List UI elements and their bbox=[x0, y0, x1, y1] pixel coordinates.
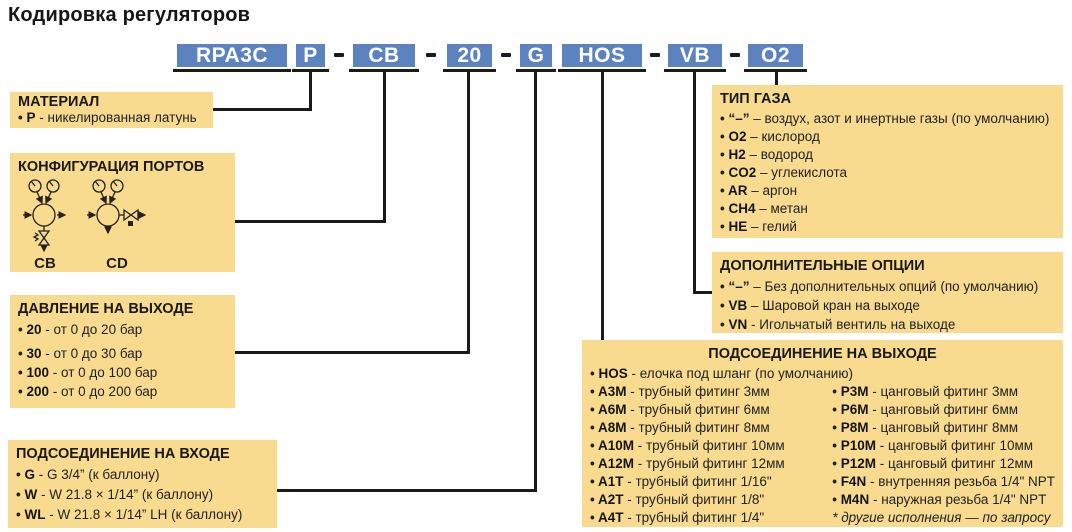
connector-line-material bbox=[213, 108, 312, 111]
connector-line-options bbox=[693, 71, 696, 293]
port-diagrams: CB CD bbox=[18, 178, 227, 272]
list-item: P - никелированная латунь bbox=[18, 110, 205, 126]
list-item: 30 - от 0 до 30 бар bbox=[18, 344, 227, 363]
list-item: A12M - трубный фитинг 12мм bbox=[590, 455, 832, 473]
list-item: W - W 21.8 × 1/14” (к баллону) bbox=[16, 485, 269, 505]
code-segment-inlet: G bbox=[516, 44, 556, 72]
pressure-box-title: ДАВЛЕНИЕ НА ВЫХОДЕ bbox=[18, 301, 194, 317]
code-segment-ports: CB bbox=[349, 44, 419, 72]
connector-line-ports bbox=[235, 220, 386, 223]
connector-line-inlet bbox=[277, 489, 537, 492]
list-item: VB – Шаровой кран на выходе bbox=[720, 296, 1055, 315]
options-box-title: ДОПОЛНИТЕЛЬНЫЕ ОПЦИИ bbox=[720, 258, 925, 274]
port-variant-cd: CD bbox=[86, 178, 148, 272]
gas-type-box: ТИП ГАЗА “–” – воздух, азот и инертные г… bbox=[712, 85, 1063, 238]
port-variant-label: CB bbox=[34, 255, 56, 272]
code-separator-dash bbox=[334, 53, 344, 57]
list-item: CH4 – метан bbox=[720, 200, 1055, 218]
port-variant-label: CD bbox=[106, 255, 128, 272]
outlet-left-item-list: A3M - трубный фитинг 3ммA6M - трубный фи… bbox=[590, 383, 832, 527]
list-item: 20 - от 0 до 20 бар bbox=[18, 320, 227, 339]
outlet-box-title: ПОДСОЕДИНЕНИЕ НА ВЫХОДЕ bbox=[708, 346, 937, 362]
port-variant-cb: CB bbox=[22, 178, 68, 272]
list-item: “–” – воздух, азот и инертные газы (по у… bbox=[720, 110, 1055, 128]
list-item: A3M - трубный фитинг 3мм bbox=[590, 383, 832, 401]
list-item: P3M - цанговый фитинг 3мм bbox=[832, 383, 1055, 401]
connector-line-gas bbox=[775, 71, 778, 87]
material-item-list: P - никелированная латунь bbox=[18, 110, 205, 126]
list-item: “–” – Без дополнительных опций (по умолч… bbox=[720, 277, 1055, 296]
outlet-columns: A3M - трубный фитинг 3ммA6M - трубный фи… bbox=[590, 383, 1055, 527]
outlet-box: ПОДСОЕДИНЕНИЕ НА ВЫХОДЕ HOS - елочка под… bbox=[582, 340, 1063, 527]
code-segment-outlet: HOS bbox=[558, 44, 646, 72]
list-item: WL - W 21.8 × 1/14” LH (к баллону) bbox=[16, 505, 269, 525]
list-item: O2 – кислород bbox=[720, 128, 1055, 146]
code-segment-material: P bbox=[292, 44, 329, 72]
list-item: H2 – водород bbox=[720, 146, 1055, 164]
list-item: 100 - от 0 до 100 бар bbox=[18, 363, 227, 382]
pressure-box: ДАВЛЕНИЕ НА ВЫХОДЕ 20 - от 0 до 20 бар 30… bbox=[10, 295, 235, 408]
list-item: VN - Игольчатый вентиль на выходе bbox=[720, 315, 1055, 334]
code-separator-dash bbox=[501, 53, 511, 57]
outlet-default-item: HOS - елочка под шланг (по умолчанию) bbox=[590, 365, 1055, 383]
list-item: P8M - цанговый фитинг 8мм bbox=[832, 419, 1055, 437]
list-item: M4N - наружная резьба 1/4" NPT bbox=[832, 491, 1055, 509]
outlet-right-item-list: P3M - цанговый фитинг 3ммP6M - цанговый … bbox=[832, 383, 1055, 509]
gas-type-box-title: ТИП ГАЗА bbox=[720, 91, 792, 107]
list-item: P6M - цанговый фитинг 6мм bbox=[832, 401, 1055, 419]
cb-port-schematic-icon bbox=[23, 179, 67, 253]
material-box-title: МАТЕРИАЛ bbox=[18, 94, 100, 110]
list-item: P12M - цанговый фитинг 12мм bbox=[832, 455, 1055, 473]
code-separator-dash bbox=[426, 53, 436, 57]
material-box: МАТЕРИАЛ P - никелированная латунь bbox=[10, 92, 213, 128]
page-title: Кодировка регуляторов bbox=[8, 4, 251, 26]
connector-line-material bbox=[309, 71, 312, 110]
list-item: CO2 – углекислота bbox=[720, 164, 1055, 182]
list-item: 200 - от 0 до 200 бар bbox=[18, 382, 227, 401]
ports-box-title: КОНФИГУРАЦИЯ ПОРТОВ bbox=[18, 159, 205, 175]
connector-line-options bbox=[693, 291, 714, 294]
connector-line-inlet bbox=[534, 71, 537, 491]
options-box: ДОПОЛНИТЕЛЬНЫЕ ОПЦИИ “–” – Без дополните… bbox=[712, 252, 1063, 333]
list-item: A2T - трубный фитинг 1/8" bbox=[590, 491, 832, 509]
inlet-box-title: ПОДСОЕДИНЕНИЕ НА ВХОДЕ bbox=[16, 446, 230, 462]
connector-line-outlet bbox=[601, 71, 604, 342]
outlet-footnote: * другие исполнения — по запросу bbox=[832, 510, 1051, 525]
inlet-item-list: G - G 3/4” (к баллону)W - W 21.8 × 1/14”… bbox=[16, 465, 269, 525]
list-item: A6M - трубный фитинг 6мм bbox=[590, 401, 832, 419]
cd-port-schematic-icon bbox=[87, 179, 147, 235]
options-item-list: “–” – Без дополнительных опций (по умолч… bbox=[720, 277, 1055, 334]
list-item: A8M - трубный фитинг 8мм bbox=[590, 419, 832, 437]
list-item: F4N - внутренняя резьба 1/4" NPT bbox=[832, 473, 1055, 491]
code-separator-dash bbox=[730, 53, 740, 57]
list-item: HE – гелий bbox=[720, 218, 1055, 236]
connector-line-ports bbox=[383, 71, 386, 222]
inlet-box: ПОДСОЕДИНЕНИЕ НА ВХОДЕ G - G 3/4” (к бал… bbox=[8, 440, 277, 528]
list-item: G - G 3/4” (к баллону) bbox=[16, 465, 269, 485]
gas-item-list: “–” – воздух, азот и инертные газы (по у… bbox=[720, 110, 1055, 236]
code-segment-options: VB bbox=[664, 44, 726, 72]
list-item: A4T - трубный фитинг 1/4" bbox=[590, 509, 832, 527]
list-item: P10M - цанговый фитинг 10мм bbox=[832, 437, 1055, 455]
outlet-right-column: P3M - цанговый фитинг 3ммP6M - цанговый … bbox=[832, 383, 1055, 527]
list-item: AR – аргон bbox=[720, 182, 1055, 200]
ports-box: КОНФИГУРАЦИЯ ПОРТОВ bbox=[10, 153, 235, 272]
connector-line-pressure bbox=[467, 71, 470, 353]
code-segment-pressure: 20 bbox=[443, 44, 496, 72]
list-item: A1T - трубный фитинг 1/16" bbox=[590, 473, 832, 491]
pressure-item-list: 20 - от 0 до 20 бар 30 - от 0 до 30 бар10… bbox=[18, 320, 227, 401]
connector-line-pressure bbox=[235, 351, 470, 354]
list-item: A10M - трубный фитинг 10мм bbox=[590, 437, 832, 455]
code-separator-dash bbox=[650, 53, 660, 57]
code-segment-series: RPA3C bbox=[173, 44, 291, 72]
code-segment-gas: O2 bbox=[744, 44, 807, 72]
